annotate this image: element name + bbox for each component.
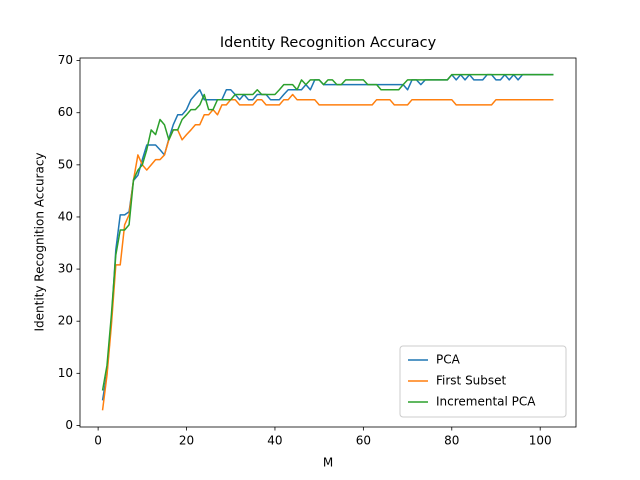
legend-label: First Subset <box>436 374 507 388</box>
chart-title: Identity Recognition Accuracy <box>220 35 437 51</box>
x-tick-label: 80 <box>444 434 459 448</box>
y-tick-label: 50 <box>58 157 73 171</box>
y-tick-label: 0 <box>65 418 73 432</box>
x-tick-label: 60 <box>356 434 371 448</box>
x-tick-label: 40 <box>267 434 282 448</box>
y-tick-label: 60 <box>58 105 73 119</box>
y-tick-label: 40 <box>58 209 73 223</box>
legend-box <box>399 345 567 418</box>
y-axis-label: Identity Recognition Accuracy <box>33 152 47 331</box>
y-tick-label: 70 <box>58 53 73 67</box>
legend-label: PCA <box>436 353 461 367</box>
x-tick-label: 0 <box>94 434 102 448</box>
legend-label: Incremental PCA <box>436 395 536 409</box>
axes-frame <box>79 57 577 428</box>
y-tick-label: 10 <box>58 366 73 380</box>
x-tick-label: 20 <box>179 434 194 448</box>
y-tick-label: 30 <box>58 262 73 276</box>
series-line <box>101 73 554 401</box>
x-axis-label: M <box>323 456 333 470</box>
series-line <box>101 73 554 391</box>
x-tick-label: 100 <box>529 434 552 448</box>
y-tick-label: 20 <box>58 314 73 328</box>
